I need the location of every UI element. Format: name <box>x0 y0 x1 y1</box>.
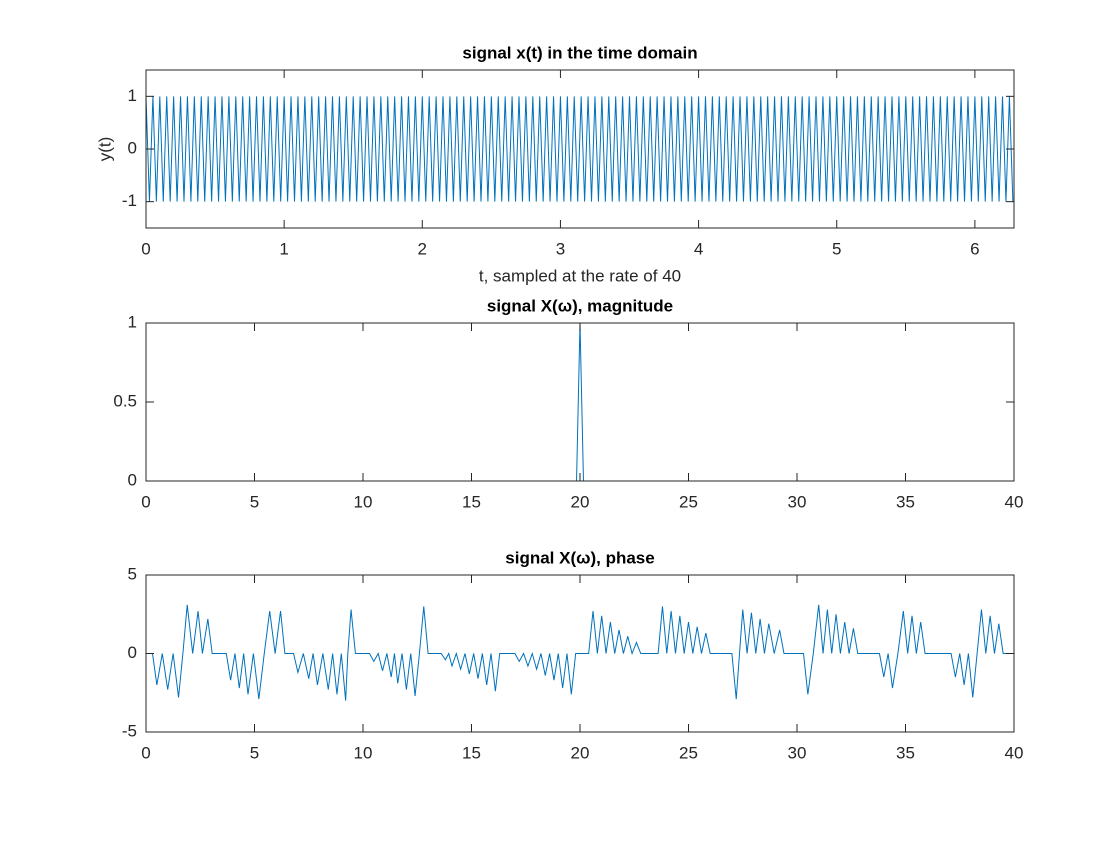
x-tick-label: 6 <box>970 239 979 258</box>
x-tick-label: 35 <box>896 743 915 762</box>
chart-title: signal X(ω), magnitude <box>487 296 673 315</box>
x-tick-label: 3 <box>556 239 565 258</box>
x-tick-label: 0 <box>141 743 150 762</box>
chart-title: signal x(t) in the time domain <box>462 43 697 62</box>
y-tick-label: 0 <box>128 470 137 489</box>
x-tick-label: 5 <box>250 492 259 511</box>
x-tick-label: 10 <box>354 743 373 762</box>
y-tick-label: 0 <box>128 643 137 662</box>
plot-area <box>146 96 1014 202</box>
x-tick-label: 15 <box>462 492 481 511</box>
y-tick-label: 0 <box>128 138 137 157</box>
x-tick-label: 35 <box>896 492 915 511</box>
y-tick-label: -5 <box>122 721 137 740</box>
data-line <box>146 96 1014 202</box>
x-tick-label: 15 <box>462 743 481 762</box>
x-axis-label: t, sampled at the rate of 40 <box>479 266 681 285</box>
y-tick-label: 5 <box>128 564 137 583</box>
data-line <box>146 604 1011 701</box>
x-tick-label: 40 <box>1005 743 1024 762</box>
x-tick-label: 4 <box>694 239 703 258</box>
subplot: 0 1 2 3 4 5 6 -1 0 1 signal x(t) in the time domai… <box>95 43 1015 285</box>
x-tick-label: 30 <box>788 743 807 762</box>
x-tick-label: 1 <box>279 239 288 258</box>
x-tick-label: 0 <box>141 239 150 258</box>
chart-title: signal X(ω), phase <box>505 548 654 567</box>
x-tick-label: 2 <box>418 239 427 258</box>
x-tick-label: 5 <box>832 239 841 258</box>
x-tick-label: 25 <box>679 492 698 511</box>
x-tick-label: 30 <box>788 492 807 511</box>
x-tick-label: 25 <box>679 743 698 762</box>
plot-area <box>146 604 1011 701</box>
x-tick-label: 20 <box>571 743 590 762</box>
subplot: 0 5 10 15 20 25 30 35 40 0 0.5 1 signal X(ω), magnit… <box>113 296 1023 511</box>
x-tick-label: 0 <box>141 492 150 511</box>
x-tick-label: 40 <box>1005 492 1024 511</box>
x-tick-label: 10 <box>354 492 373 511</box>
x-tick-label: 20 <box>571 492 590 511</box>
y-axis-label: y(t) <box>95 137 114 162</box>
y-tick-label: 1 <box>128 86 137 105</box>
x-tick-label: 5 <box>250 743 259 762</box>
y-tick-label: -1 <box>122 191 137 210</box>
axes-background <box>146 323 1014 481</box>
y-tick-label: 1 <box>128 312 137 331</box>
y-tick-label: 0.5 <box>113 391 137 410</box>
